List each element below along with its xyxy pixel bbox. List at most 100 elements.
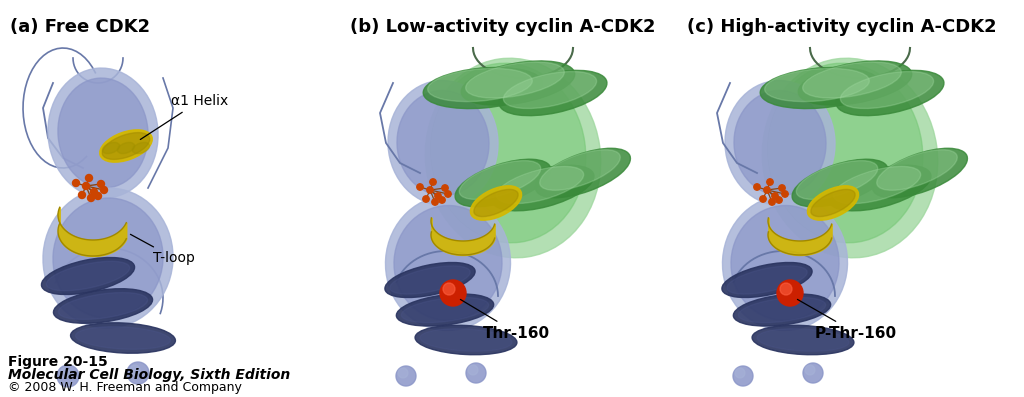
Ellipse shape bbox=[811, 189, 855, 217]
Ellipse shape bbox=[118, 143, 134, 154]
Ellipse shape bbox=[425, 58, 601, 258]
Ellipse shape bbox=[474, 189, 518, 217]
Ellipse shape bbox=[58, 293, 147, 320]
Circle shape bbox=[803, 363, 823, 383]
Ellipse shape bbox=[461, 61, 574, 105]
Circle shape bbox=[776, 197, 782, 203]
Circle shape bbox=[427, 187, 433, 193]
Ellipse shape bbox=[470, 186, 521, 220]
Ellipse shape bbox=[803, 62, 901, 98]
Ellipse shape bbox=[396, 294, 494, 326]
Text: (c) High-activity cyclin A-CDK2: (c) High-activity cyclin A-CDK2 bbox=[687, 18, 996, 36]
Circle shape bbox=[94, 193, 101, 200]
Ellipse shape bbox=[499, 70, 607, 116]
Text: (a) Free CDK2: (a) Free CDK2 bbox=[10, 18, 151, 36]
Ellipse shape bbox=[397, 91, 489, 195]
Ellipse shape bbox=[466, 62, 564, 98]
Ellipse shape bbox=[58, 78, 148, 188]
Circle shape bbox=[779, 185, 785, 191]
Circle shape bbox=[805, 365, 815, 375]
Circle shape bbox=[130, 365, 140, 375]
Ellipse shape bbox=[48, 68, 158, 198]
Ellipse shape bbox=[872, 148, 968, 198]
Ellipse shape bbox=[401, 297, 488, 323]
Ellipse shape bbox=[53, 289, 153, 323]
Text: © 2008 W. H. Freeman and Company: © 2008 W. H. Freeman and Company bbox=[8, 381, 242, 394]
Ellipse shape bbox=[725, 81, 835, 206]
Circle shape bbox=[90, 189, 97, 195]
Text: P-Thr-160: P-Thr-160 bbox=[798, 299, 897, 341]
Circle shape bbox=[396, 366, 416, 386]
Ellipse shape bbox=[829, 165, 931, 211]
Ellipse shape bbox=[132, 143, 150, 154]
Ellipse shape bbox=[722, 262, 812, 297]
Circle shape bbox=[417, 184, 423, 190]
Circle shape bbox=[764, 187, 770, 193]
Circle shape bbox=[83, 183, 89, 189]
Ellipse shape bbox=[415, 325, 517, 355]
Circle shape bbox=[432, 199, 438, 205]
Circle shape bbox=[57, 365, 79, 387]
Circle shape bbox=[435, 193, 441, 199]
Circle shape bbox=[468, 365, 478, 375]
Circle shape bbox=[441, 185, 449, 191]
Circle shape bbox=[781, 191, 788, 197]
Circle shape bbox=[100, 187, 108, 193]
Ellipse shape bbox=[540, 150, 621, 190]
Ellipse shape bbox=[536, 148, 631, 198]
Circle shape bbox=[754, 184, 760, 190]
Circle shape bbox=[444, 191, 452, 197]
Ellipse shape bbox=[388, 81, 498, 206]
Ellipse shape bbox=[71, 323, 175, 353]
Circle shape bbox=[767, 179, 773, 185]
Circle shape bbox=[423, 196, 429, 202]
Text: Molecular Cell Biology, Sixth Edition: Molecular Cell Biology, Sixth Edition bbox=[8, 368, 290, 382]
Ellipse shape bbox=[841, 71, 934, 108]
Circle shape bbox=[97, 181, 104, 187]
Ellipse shape bbox=[738, 297, 825, 323]
Ellipse shape bbox=[41, 258, 134, 295]
Circle shape bbox=[79, 191, 85, 198]
Text: (b) Low-activity cyclin A-CDK2: (b) Low-activity cyclin A-CDK2 bbox=[350, 18, 655, 36]
Ellipse shape bbox=[428, 68, 532, 102]
Circle shape bbox=[87, 195, 94, 202]
Circle shape bbox=[769, 199, 775, 205]
Ellipse shape bbox=[455, 159, 551, 207]
Ellipse shape bbox=[385, 196, 511, 330]
Ellipse shape bbox=[807, 186, 858, 220]
Ellipse shape bbox=[460, 161, 541, 199]
Text: Thr-160: Thr-160 bbox=[461, 299, 550, 341]
Circle shape bbox=[398, 368, 408, 378]
Circle shape bbox=[772, 193, 778, 199]
Ellipse shape bbox=[46, 261, 130, 291]
Ellipse shape bbox=[99, 130, 153, 162]
Ellipse shape bbox=[102, 143, 120, 154]
Text: T-loop: T-loop bbox=[130, 234, 195, 265]
Ellipse shape bbox=[752, 325, 854, 355]
Ellipse shape bbox=[762, 58, 938, 258]
Ellipse shape bbox=[734, 91, 826, 195]
Ellipse shape bbox=[493, 165, 594, 211]
Ellipse shape bbox=[727, 266, 807, 294]
Ellipse shape bbox=[834, 166, 921, 204]
Circle shape bbox=[85, 175, 92, 181]
Circle shape bbox=[443, 283, 455, 295]
Circle shape bbox=[127, 362, 150, 384]
Ellipse shape bbox=[423, 67, 543, 109]
Ellipse shape bbox=[497, 166, 584, 204]
Ellipse shape bbox=[765, 68, 869, 102]
Ellipse shape bbox=[504, 71, 597, 108]
Ellipse shape bbox=[390, 266, 470, 294]
Ellipse shape bbox=[102, 133, 150, 160]
Ellipse shape bbox=[53, 198, 163, 318]
Circle shape bbox=[439, 197, 445, 203]
Circle shape bbox=[780, 283, 792, 295]
Circle shape bbox=[735, 368, 745, 378]
Ellipse shape bbox=[760, 67, 880, 109]
Circle shape bbox=[440, 280, 466, 306]
Circle shape bbox=[777, 280, 803, 306]
Circle shape bbox=[60, 368, 70, 378]
Text: α1 Helix: α1 Helix bbox=[140, 94, 228, 139]
Ellipse shape bbox=[76, 327, 170, 349]
Circle shape bbox=[73, 179, 80, 187]
